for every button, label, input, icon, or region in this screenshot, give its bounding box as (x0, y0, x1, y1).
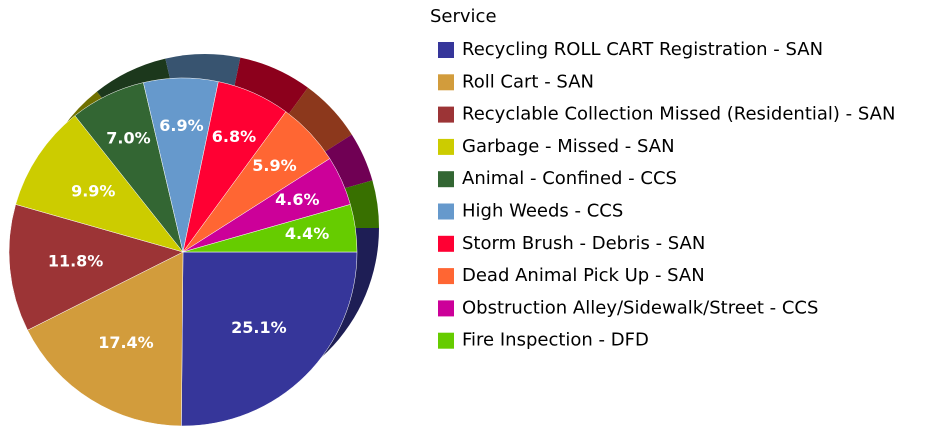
legend-swatch (438, 138, 454, 155)
legend-label: Animal - Confined - CCS (462, 168, 677, 189)
slice (27, 251, 184, 427)
legend-swatch (438, 42, 454, 58)
data-label: 9.9% (71, 182, 115, 201)
data-label: 5.9% (252, 156, 296, 175)
slice (181, 251, 358, 427)
legend-label: Obstruction Alley/Sidewalk/Street - CCS (462, 297, 818, 318)
legend-label: High Weeds - CCS (462, 201, 623, 222)
slice (8, 204, 184, 331)
legend-label: Garbage - Missed - SAN (462, 136, 675, 157)
legend-title: Service (430, 6, 497, 27)
data-label: 17.4% (98, 333, 154, 352)
legend-swatch (438, 74, 454, 91)
data-label: 6.9% (159, 116, 203, 135)
data-label: 6.8% (212, 127, 256, 146)
slice (15, 115, 184, 253)
slice (182, 204, 358, 253)
legend-swatch (438, 106, 454, 123)
legend-swatch (438, 235, 454, 252)
data-label: 25.1% (231, 318, 287, 337)
legend-swatch (438, 203, 454, 220)
legend-swatch (438, 268, 454, 285)
data-label: 4.6% (275, 190, 319, 209)
legend-label: Recycling ROLL CART Registration - SAN (462, 39, 823, 60)
legend-label: Fire Inspection - DFD (462, 330, 649, 351)
legend-label: Roll Cart - SAN (462, 71, 594, 92)
data-label: 7.0% (106, 129, 150, 148)
legend-swatch (438, 332, 454, 349)
legend-swatch (438, 171, 454, 188)
pie (8, 77, 358, 427)
legend-label: Recyclable Collection Missed (Residentia… (462, 104, 895, 125)
legend-label: Dead Animal Pick Up - SAN (462, 265, 705, 286)
data-label: 4.4% (285, 224, 329, 243)
legend-swatch (438, 300, 454, 317)
data-label: 11.8% (48, 252, 104, 271)
legend-label: Storm Brush - Debris - SAN (462, 233, 705, 254)
